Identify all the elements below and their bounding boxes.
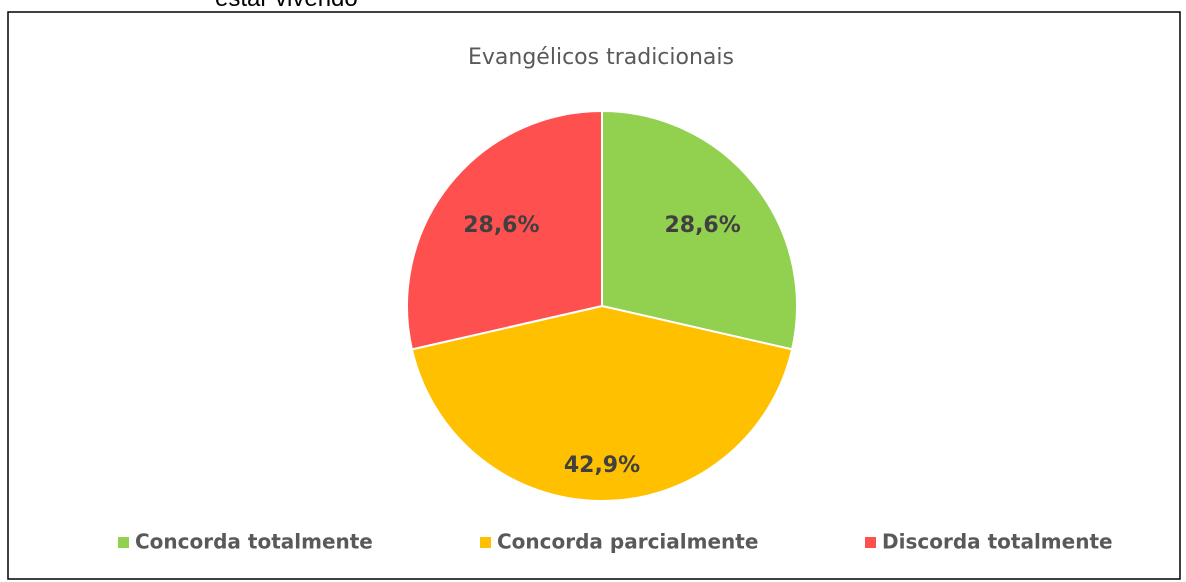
data-label: 42,9%: [564, 453, 640, 478]
pie-slice: [406, 109, 603, 351]
legend-label: Concorda totalmente: [135, 530, 373, 554]
caption-fragment: estar vivendo: [215, 0, 358, 12]
pie-slice: [410, 304, 794, 503]
legend-swatch: [118, 537, 129, 548]
data-label: 28,6%: [664, 213, 740, 238]
pie-slice: [601, 109, 798, 351]
legend-swatch: [480, 537, 491, 548]
chart-title: Evangélicos tradicionais: [468, 45, 734, 70]
legend-label: Discorda totalmente: [882, 530, 1113, 554]
legend-swatch: [865, 537, 876, 548]
data-label: 28,6%: [463, 213, 539, 238]
legend-label: Concorda parcialmente: [497, 530, 758, 554]
